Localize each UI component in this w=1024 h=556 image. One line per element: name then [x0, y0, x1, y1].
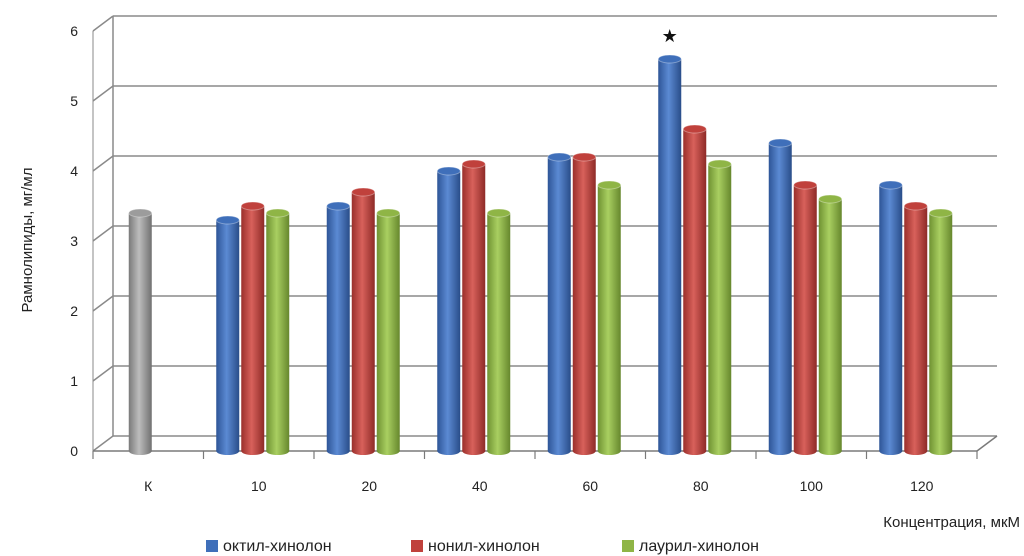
bar-40-1: [436, 166, 461, 455]
bar-60-3: [597, 180, 622, 455]
bar-100-1: [768, 138, 793, 455]
significance-star: ★: [662, 26, 678, 47]
bar-20-1: [326, 201, 351, 455]
legend-label: октил-хинолон: [223, 538, 332, 555]
x-tick-label: К: [144, 478, 153, 494]
legend-item: октил-хинолон: [206, 538, 332, 555]
gridline-connector: [92, 15, 114, 32]
x-tick-label: 120: [910, 478, 934, 494]
bar-120-1: [878, 180, 903, 455]
y-tick-label: 2: [70, 303, 78, 319]
bar-80-1: [657, 54, 682, 455]
bar-40-3: [486, 208, 511, 455]
y-tick-label: 5: [70, 93, 78, 109]
bar-100-3: [818, 194, 843, 455]
bar-10-2: [240, 201, 265, 455]
bar-60-1: [547, 152, 572, 455]
bar-control: [128, 208, 153, 455]
bar-120-2: [903, 201, 928, 455]
bar-20-3: [376, 208, 401, 455]
legend: октил-хинолон нонил-хинолон лаурил-хинолон: [206, 538, 759, 555]
legend-swatch: [411, 540, 423, 552]
labels: 0 1 2 3 4 5 6 К 10 20 40 60 80 100 120 ★: [70, 23, 933, 494]
legend-item: лаурил-хинолон: [622, 538, 759, 555]
x-tick-label: 80: [693, 478, 709, 494]
legend-swatch: [206, 540, 218, 552]
gridline-connector: [92, 155, 114, 172]
gridline-connector: [92, 225, 114, 242]
x-tick-label: 60: [582, 478, 598, 494]
bar-100-2: [793, 180, 818, 455]
legend-item: нонил-хинолон: [411, 538, 540, 555]
legend-label: лаурил-хинолон: [639, 538, 759, 555]
bar-10-1: [215, 215, 240, 455]
x-tick-label: 40: [472, 478, 488, 494]
x-axis-title: Концентрация, мкМ: [883, 514, 1020, 531]
y-axis-title: Рамнолипиды, мг/мл: [19, 168, 36, 313]
y-tick-label: 0: [70, 443, 78, 459]
x-tick-label: 10: [251, 478, 267, 494]
bar-10-3: [265, 208, 290, 455]
legend-swatch: [622, 540, 634, 552]
bar-120-3: [928, 208, 953, 455]
floor-edge: [976, 435, 998, 452]
x-tick-label: 20: [361, 478, 377, 494]
gridline-connector: [92, 295, 114, 312]
bar-80-3: [707, 159, 732, 455]
y-tick-label: 3: [70, 233, 78, 249]
y-tick-label: 6: [70, 23, 78, 39]
y-tick-label: 1: [70, 373, 78, 389]
gridline-connector: [92, 435, 114, 452]
bar-20-2: [351, 187, 376, 455]
y-tick-label: 4: [70, 163, 78, 179]
bar-80-2: [682, 124, 707, 455]
gridline-connector: [92, 85, 114, 102]
bar-40-2: [461, 159, 486, 455]
legend-label: нонил-хинолон: [428, 538, 540, 555]
bars: [128, 54, 953, 455]
x-tick-label: 100: [800, 478, 824, 494]
bar-60-2: [572, 152, 597, 455]
gridline-connector: [92, 365, 114, 382]
